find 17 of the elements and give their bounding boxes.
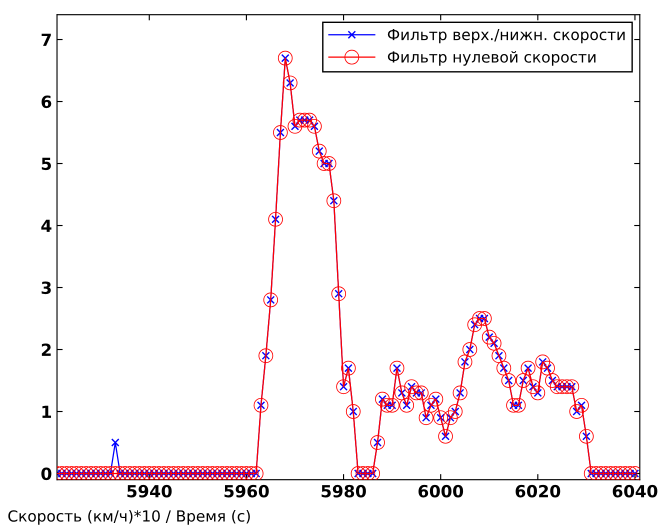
y-tick-label: 6 [42,96,52,108]
x-tick-label: 5980 [322,484,366,498]
y-tick-label: 0 [41,467,52,480]
x-axis-title: Скорость (км/ч)*10 / Время (с) [8,510,250,525]
x-tick-label: 5960 [224,484,269,498]
legend-label: Фильтр верх./нижн. скорости [388,28,625,44]
y-tick-label: 3 [42,281,51,294]
x-tick-label: 6040 [612,484,658,498]
y-tick-label: 4 [41,220,52,232]
y-tick-label: 5 [42,158,51,170]
y-tick-label: 2 [42,343,51,356]
x-tick-label: 6000 [418,484,464,498]
x-tick-label: 5940 [127,484,172,498]
x-tick-label: 6020 [516,484,560,498]
y-tick-label: 1 [42,406,52,418]
legend-label: Фильтр нулевой скорости [388,50,596,66]
y-tick-label: 7 [42,34,51,46]
